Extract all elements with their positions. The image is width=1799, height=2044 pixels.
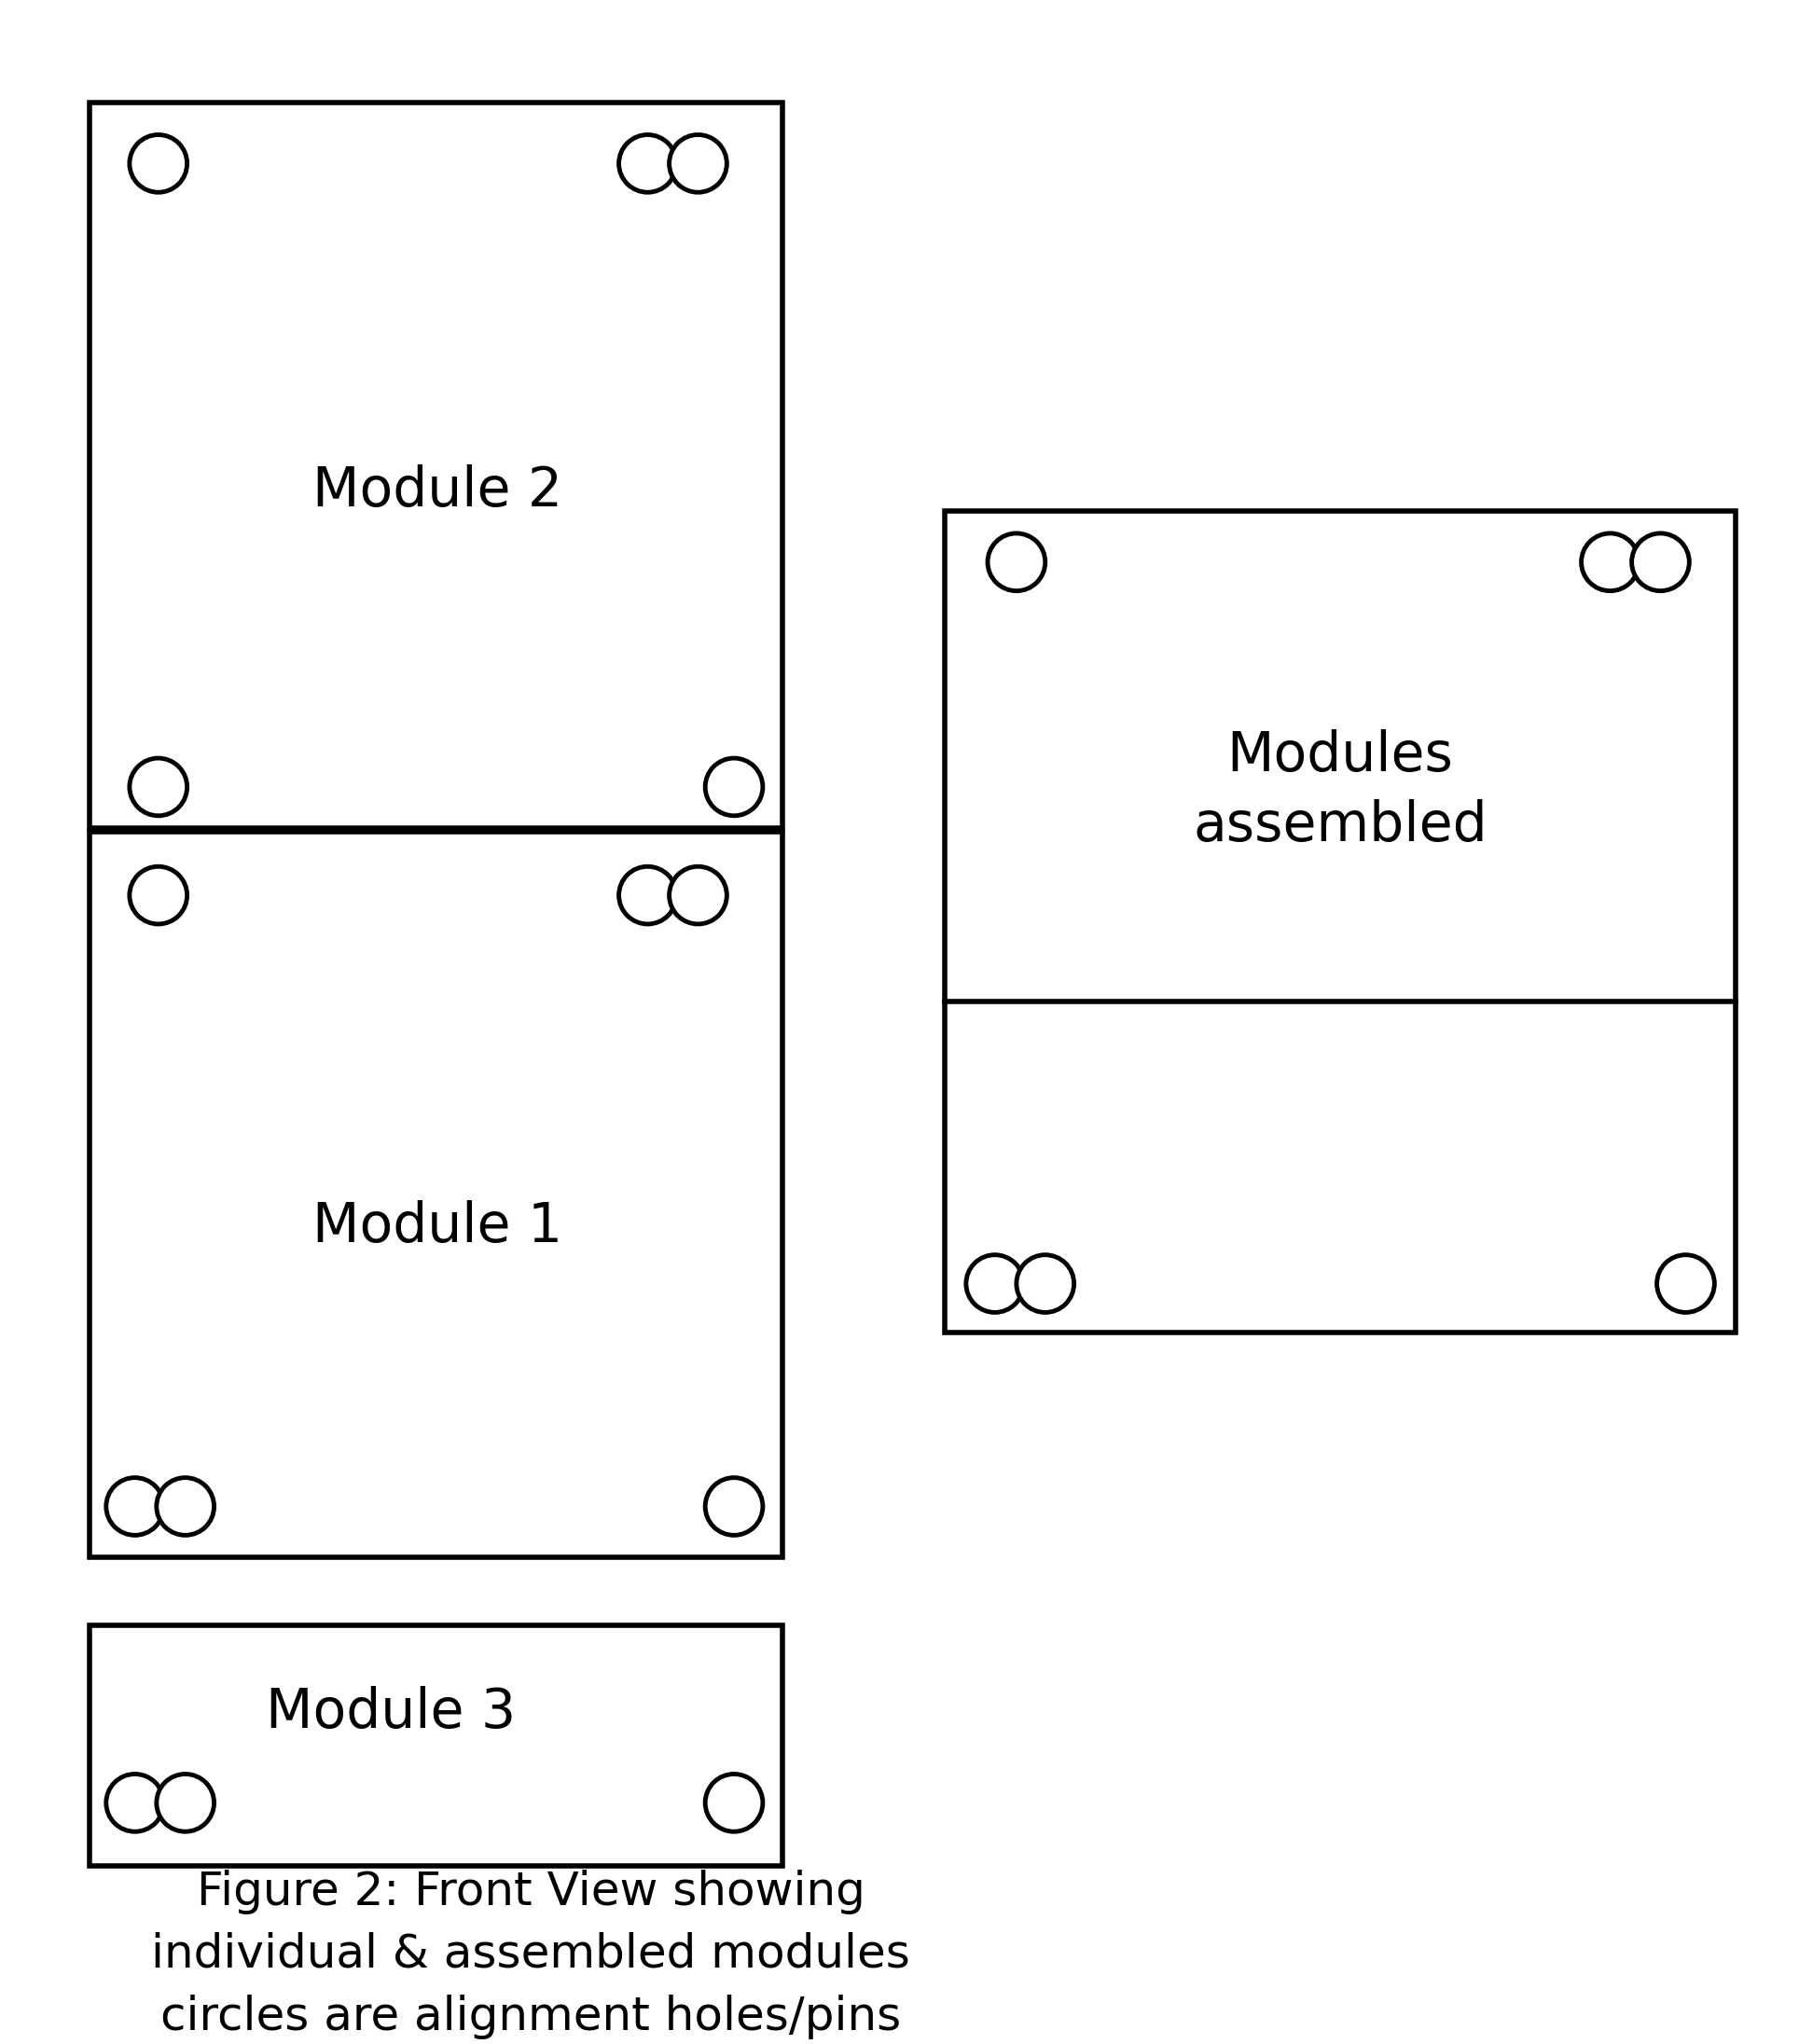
Ellipse shape (705, 1478, 763, 1535)
Ellipse shape (130, 135, 187, 192)
Ellipse shape (157, 1478, 214, 1535)
Bar (90, 832, 783, 1558)
Ellipse shape (106, 1478, 164, 1535)
Ellipse shape (1632, 533, 1689, 591)
Ellipse shape (705, 1774, 763, 1831)
Ellipse shape (705, 758, 763, 816)
Ellipse shape (1657, 1255, 1714, 1312)
Bar (90, 1625, 783, 1866)
Text: Module 2: Module 2 (313, 464, 561, 517)
Ellipse shape (619, 867, 676, 924)
Ellipse shape (130, 867, 187, 924)
Ellipse shape (966, 1255, 1024, 1312)
Text: Module 1: Module 1 (313, 1200, 561, 1253)
Bar (944, 511, 1736, 1333)
Bar (90, 102, 783, 828)
Ellipse shape (669, 867, 727, 924)
Text: Module 3: Module 3 (266, 1686, 516, 1739)
Ellipse shape (669, 135, 727, 192)
Ellipse shape (157, 1774, 214, 1831)
Ellipse shape (130, 758, 187, 816)
Ellipse shape (1016, 1255, 1074, 1312)
Ellipse shape (1581, 533, 1639, 591)
Ellipse shape (988, 533, 1045, 591)
Ellipse shape (619, 135, 676, 192)
Text: Modules
assembled: Modules assembled (1193, 730, 1488, 852)
Text: Figure 2: Front View showing
individual & assembled modules
circles are alignmen: Figure 2: Front View showing individual … (151, 1868, 910, 2040)
Ellipse shape (106, 1774, 164, 1831)
